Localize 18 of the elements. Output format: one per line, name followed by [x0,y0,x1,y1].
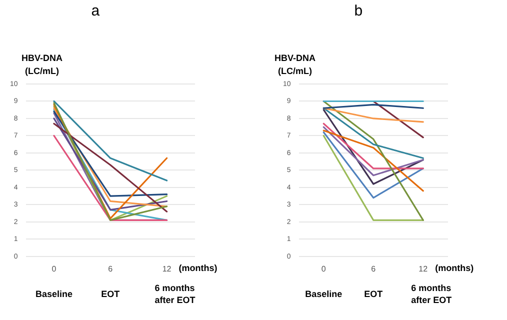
x-tick-label: 12 [162,264,172,274]
text: EOT [364,288,384,299]
x-tick-label: 6 [371,264,376,274]
x-axis-title: (months) [178,262,218,273]
text: 6 months after EOT [411,282,452,305]
text: Baseline [305,288,342,299]
x-axis-title: (months) [435,262,474,273]
x-tick-label: 0 [321,264,326,274]
y-axis-title: HBV-DNA (LC/mL) [21,53,63,76]
y-axis-title: HBV-DNA (LC/mL) [274,53,316,76]
x-tick-label: 12 [418,264,428,274]
text: 6 months after EOT [154,282,196,305]
x-tick-label: 6 [108,264,114,274]
text: Baseline [35,288,73,299]
x-tick-label: 0 [52,264,57,274]
text: EOT [101,288,120,299]
chart-title: a [91,2,100,20]
chart-title: b [354,2,363,20]
